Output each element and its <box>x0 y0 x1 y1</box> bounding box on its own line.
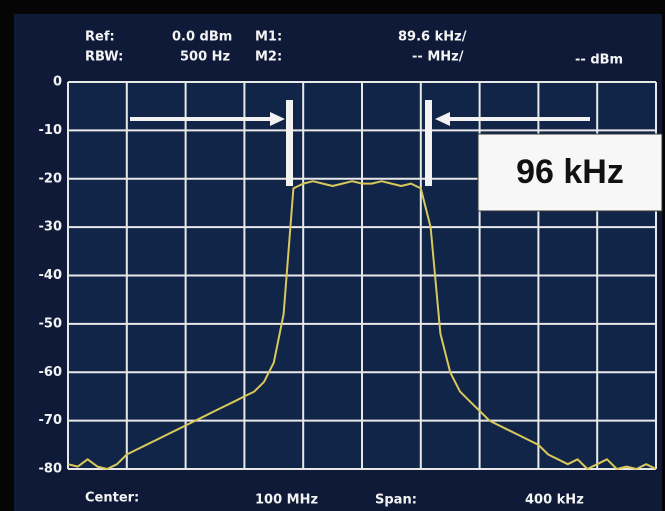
header-text: -- MHz/ <box>412 50 464 65</box>
header-text: 89.6 kHz/ <box>398 30 467 45</box>
header-text: RBW: <box>85 50 123 65</box>
header-text: -- dBm <box>575 53 623 68</box>
y-tick-label: -50 <box>39 316 63 331</box>
page: 96 kHz Ref: 0.0 dBm M1: 89.6 kHz/ RBW: 5… <box>0 0 665 511</box>
bandwidth-label: 96 kHz <box>516 153 624 191</box>
header-text: Ref: <box>85 30 115 45</box>
y-tick-label: -20 <box>39 171 63 186</box>
footer-text: 100 MHz <box>255 493 318 508</box>
footer-text: 400 kHz <box>525 493 584 508</box>
header-text: M1: <box>255 30 282 45</box>
y-tick-label: -60 <box>39 365 63 380</box>
header-text: 500 Hz <box>180 50 230 65</box>
marker-bar <box>425 100 432 186</box>
y-tick-label: -30 <box>39 220 63 235</box>
marker-bar <box>286 100 293 186</box>
y-tick-label: -70 <box>39 413 63 428</box>
header-text: M2: <box>255 50 282 65</box>
y-tick-label: 0 <box>53 75 62 90</box>
y-tick-label: -80 <box>39 462 63 477</box>
header-text: 0.0 dBm <box>172 30 232 45</box>
y-tick-label: -40 <box>39 268 63 283</box>
y-tick-label: -10 <box>39 123 63 138</box>
footer-text: Span: <box>375 493 417 508</box>
footer-text: Center: <box>85 491 139 506</box>
chart: 96 kHz Ref: 0.0 dBm M1: 89.6 kHz/ RBW: 5… <box>0 0 665 511</box>
